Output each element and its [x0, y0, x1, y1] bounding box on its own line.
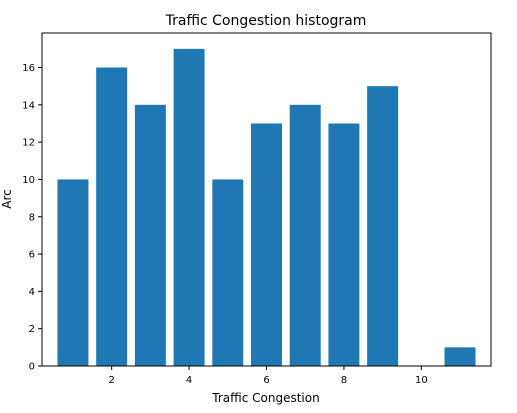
bar-2	[96, 67, 128, 366]
y-tick-label-0: 0	[29, 362, 35, 373]
chart-title: Traffic Congestion histogram	[165, 13, 367, 29]
bar-4	[173, 48, 205, 366]
y-tick-label-16: 16	[22, 63, 35, 74]
y-tick-label-12: 12	[22, 138, 35, 149]
bar-7	[289, 104, 321, 366]
bar-9	[367, 86, 399, 367]
bar-6	[251, 123, 282, 366]
x-tick-label-2: 2	[108, 375, 114, 386]
y-tick-label-2: 2	[29, 324, 35, 335]
x-axis-label: Traffic Congestion	[211, 391, 319, 405]
x-tick-label-10: 10	[415, 375, 428, 386]
x-tick-label-4: 4	[186, 375, 192, 386]
bar-1	[57, 179, 89, 366]
bar-3	[134, 104, 166, 366]
y-tick-label-6: 6	[29, 250, 35, 261]
y-tick-label-4: 4	[29, 287, 35, 298]
bar-8	[328, 123, 360, 366]
x-axis: 2 4 6 8 10	[108, 366, 428, 386]
y-axis: 0 2 4 6 8 10 12 14 16	[22, 63, 42, 373]
bars-group	[57, 48, 476, 367]
y-tick-label-10: 10	[22, 175, 35, 186]
x-tick-label-6: 6	[263, 375, 269, 386]
y-axis-label: Arc	[0, 189, 14, 208]
x-tick-label-8: 8	[341, 375, 347, 386]
y-tick-label-14: 14	[22, 100, 35, 111]
bar-11	[444, 347, 476, 366]
bar-5	[212, 179, 244, 366]
y-tick-label-8: 8	[29, 212, 35, 223]
